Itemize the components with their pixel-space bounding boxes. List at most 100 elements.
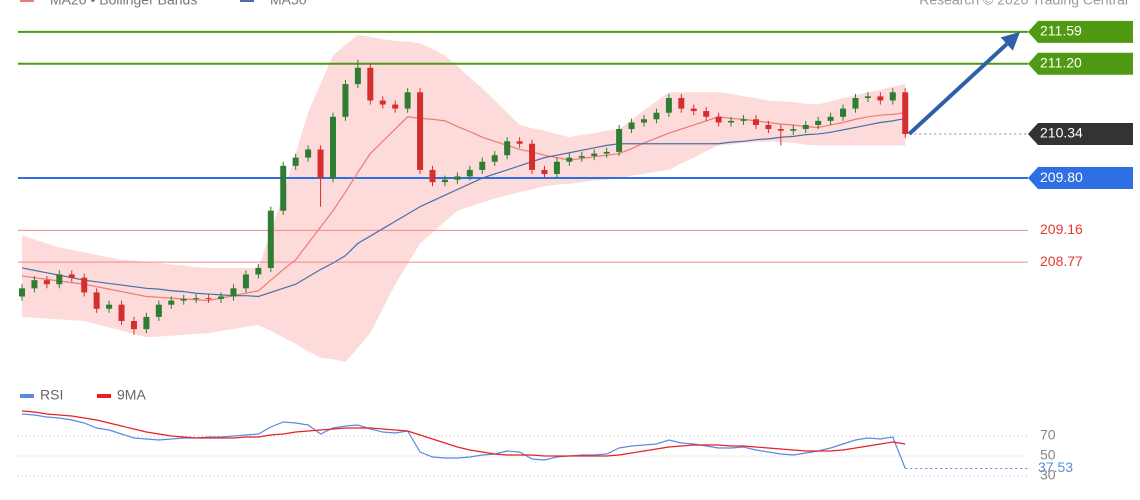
level-label: 211.20 [1040, 54, 1082, 70]
candle-body [678, 98, 685, 109]
level-tag [1028, 52, 1133, 75]
candle-body [218, 296, 225, 299]
candle-body [877, 96, 884, 101]
candle-body [665, 98, 672, 113]
candle-body [342, 84, 349, 117]
candle-body [43, 280, 50, 285]
y-tick-label: 30 [1040, 467, 1056, 483]
candle-body [703, 111, 710, 117]
candle-body [81, 277, 88, 293]
candle-body [230, 288, 237, 297]
candle-body [205, 298, 212, 300]
candle-body [292, 157, 299, 166]
level-tag [1028, 167, 1133, 190]
level-label: 209.16 [1040, 221, 1083, 237]
candle-body [242, 274, 249, 289]
candle-body [466, 169, 473, 177]
candle-body [168, 300, 175, 305]
moving-average [21, 117, 906, 298]
candle-body [902, 92, 909, 134]
candle-body [529, 143, 536, 170]
candle-body [715, 116, 722, 123]
legend-swatch [97, 394, 111, 398]
candle-body [441, 179, 448, 183]
candle-body [56, 274, 63, 285]
candle-body [305, 149, 312, 158]
level-tag [1028, 20, 1133, 43]
candle-body [728, 120, 735, 123]
legend-label: RSI [40, 387, 63, 403]
candle-body [19, 288, 25, 297]
candle-body [404, 92, 411, 109]
candle-body [417, 92, 424, 170]
candle-body [802, 124, 809, 130]
legend-label: 9MA [117, 387, 146, 403]
candle-body [864, 96, 871, 99]
candle-body [690, 108, 697, 112]
bollinger-band [22, 35, 906, 362]
y-tick-label: 70 [1040, 427, 1056, 443]
candle-body [641, 119, 647, 123]
candle-body [840, 108, 847, 117]
indicator-line [21, 410, 906, 457]
level-label: 211.59 [1040, 23, 1082, 39]
candle-body [118, 304, 125, 321]
candle-body [653, 112, 660, 120]
candle-body [130, 320, 137, 330]
candle-body [740, 119, 747, 121]
forecast-arrowhead [1000, 31, 1020, 51]
candle-body [379, 100, 386, 105]
candle-body [777, 129, 784, 131]
candle-body [180, 298, 187, 301]
candle-body [429, 169, 436, 183]
candle-body [578, 156, 585, 158]
candle-body [454, 176, 461, 180]
candle-body [317, 149, 324, 179]
candle-body [143, 316, 150, 330]
candle-body [765, 124, 772, 130]
candle-body [392, 104, 399, 109]
candle-body [752, 119, 759, 125]
candle-body [591, 153, 598, 157]
candle-body [491, 155, 498, 162]
candle-body [504, 141, 511, 156]
candle-body [31, 280, 38, 289]
candle-body [827, 116, 834, 121]
last-value-label: 37.53 [1038, 459, 1073, 475]
level-label: 208.77 [1040, 253, 1083, 269]
candle-body [815, 120, 822, 125]
candle-body [790, 129, 797, 131]
legend-swatch [20, 394, 34, 398]
candle-body [566, 157, 573, 162]
candle-body [889, 92, 896, 101]
candle-body [93, 292, 100, 309]
legend-label: MA50 [270, 0, 307, 8]
y-tick-label: 50 [1040, 447, 1056, 463]
last-price-tag [1028, 122, 1133, 145]
candle-body [603, 151, 610, 154]
forecast-arrow [907, 42, 1009, 136]
candle-body [68, 274, 75, 278]
candle-body [267, 210, 274, 268]
candle-body [553, 161, 560, 174]
candle-body [155, 304, 162, 317]
candle-body [367, 67, 374, 101]
candle-body [541, 169, 548, 174]
candle-body [106, 304, 113, 309]
indicator-line [21, 413, 906, 469]
candle-body [479, 161, 486, 170]
candle-body [516, 141, 523, 144]
candle-body [628, 122, 635, 130]
candle-body [280, 165, 287, 211]
legend-label: MA20 • Bollinger Bands [50, 0, 197, 8]
candle-body [354, 67, 361, 85]
candle-body [255, 267, 262, 275]
last-price-label: 210.34 [1040, 125, 1083, 141]
level-label: 209.80 [1040, 169, 1083, 185]
candle-body [616, 129, 623, 152]
candle-body [330, 116, 336, 179]
candle-body [852, 98, 859, 109]
